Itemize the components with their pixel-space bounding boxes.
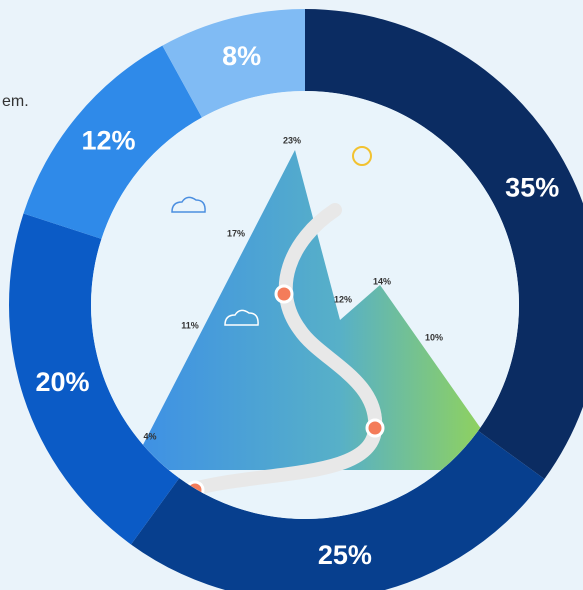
donut-segment (23, 45, 202, 239)
mountain (130, 150, 510, 470)
side-text: em. (2, 93, 29, 110)
waypoint (365, 418, 385, 438)
waypoint (274, 284, 294, 304)
mountain-label: 11% (181, 320, 199, 330)
segment-label: 35% (505, 172, 559, 202)
mountain-label: 14% (373, 276, 391, 286)
mountain-label: 10% (425, 332, 443, 342)
sun-icon (352, 146, 372, 166)
mountain-label: 17% (227, 228, 245, 238)
mountain-label: 4% (143, 431, 156, 441)
mountain-label: 12% (334, 294, 352, 304)
segment-label: 20% (35, 367, 89, 397)
cloud-icon (171, 196, 206, 213)
segment-label: 25% (318, 540, 372, 570)
annotations: 23% 17% 14% 12% 11% 10% 4% (143, 135, 443, 441)
donut-segment (162, 9, 305, 118)
donut-segment (131, 430, 545, 590)
cloud-icon (224, 309, 259, 326)
mountain-label: 23% (283, 135, 301, 145)
donut: 35% 25% 20% 12% 8% (8, 9, 583, 590)
segment-label: 8% (222, 41, 261, 71)
road (183, 203, 383, 497)
donut-segment (8, 213, 180, 545)
segment-label: 12% (81, 126, 135, 156)
donut-segment (305, 9, 583, 479)
